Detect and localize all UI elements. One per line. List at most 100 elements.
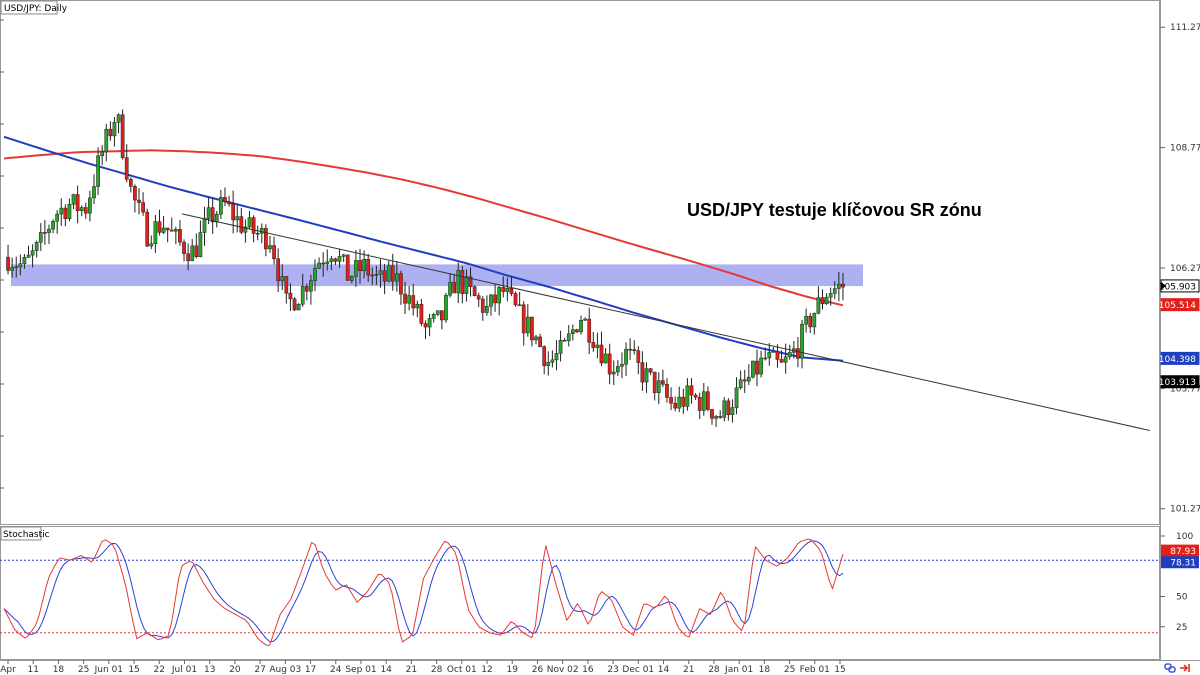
- arrow-right-icon[interactable]: [1180, 664, 1190, 672]
- candle-body: [796, 348, 800, 359]
- candle-body: [349, 276, 354, 281]
- candle-body: [534, 336, 538, 341]
- stochastic-axis-tick-label: 25: [1176, 623, 1187, 633]
- candle-body: [636, 350, 641, 363]
- candle-body: [611, 371, 616, 375]
- candle-body: [599, 344, 604, 364]
- indicator-label-box: [0, 526, 42, 541]
- candle-body: [480, 298, 485, 313]
- candle-body: [337, 256, 342, 262]
- candle-body: [247, 217, 252, 228]
- candle-body: [828, 293, 833, 298]
- candle-body: [255, 232, 260, 235]
- candle-body: [444, 294, 448, 321]
- price-axis-tick-label: 106.276: [1170, 264, 1200, 274]
- candle-body: [317, 262, 321, 269]
- candle-body: [51, 221, 55, 230]
- candle-body: [812, 312, 817, 328]
- candle-body: [452, 282, 456, 294]
- time-axis-tick-label: 25: [78, 665, 89, 675]
- candle-body: [440, 310, 444, 321]
- candle-body: [386, 265, 391, 282]
- candle-body: [309, 280, 313, 292]
- time-axis-tick-label: 14: [658, 665, 670, 675]
- time-axis-tick-label: 15: [834, 665, 845, 675]
- candle-body: [75, 194, 80, 212]
- link-icon[interactable]: [1164, 663, 1176, 673]
- candle-body: [362, 259, 366, 272]
- candle-body: [112, 122, 117, 137]
- candle-body: [685, 385, 690, 407]
- candle-body: [763, 357, 768, 360]
- candle-body: [652, 371, 657, 393]
- candle-body: [173, 229, 178, 232]
- candle-body: [96, 155, 100, 187]
- time-axis-tick-label: 21: [683, 665, 694, 675]
- candle-body: [341, 254, 346, 257]
- candle-body: [730, 407, 735, 416]
- candle-body: [161, 227, 166, 233]
- candle-body: [296, 303, 301, 311]
- candle-body: [345, 254, 350, 281]
- candle-body: [485, 306, 489, 313]
- candle-body: [133, 186, 137, 201]
- candle-body: [169, 229, 174, 232]
- candle-body: [435, 310, 440, 315]
- candle-body: [419, 303, 424, 324]
- candle-body: [227, 201, 231, 205]
- candle-body: [816, 297, 821, 314]
- candle-body: [43, 232, 47, 234]
- candle-body: [108, 128, 113, 137]
- candle-body: [411, 295, 416, 309]
- candle-body: [460, 270, 465, 294]
- candle-body: [726, 400, 731, 416]
- time-axis-tick-label: Sep 01: [345, 665, 376, 675]
- candle-body: [186, 253, 190, 262]
- candle-body: [591, 342, 596, 348]
- candle-body: [669, 397, 673, 404]
- candle-body: [640, 362, 645, 383]
- price-badge-label: 105.514: [1159, 301, 1196, 311]
- candle-body: [272, 245, 276, 260]
- candle-body: [513, 293, 518, 306]
- candle-body: [665, 384, 669, 398]
- price-axis-tick-label: 101.276: [1170, 505, 1200, 515]
- moving-average-red: [3, 149, 844, 307]
- candle-body: [661, 380, 665, 385]
- stochastic-badge-k: [1161, 544, 1199, 557]
- candle-body: [14, 266, 19, 269]
- candle-body: [575, 329, 579, 333]
- candle-body: [59, 207, 64, 215]
- candle-body: [194, 245, 199, 257]
- sr-zone: [11, 264, 863, 287]
- candle-body: [783, 356, 788, 363]
- descending-trendline: [181, 213, 1151, 432]
- candle-body: [521, 304, 526, 334]
- headline-annotation: USD/JPY testuje klíčovou SR zónu: [687, 200, 982, 220]
- candle-body: [214, 213, 219, 223]
- candle-body: [415, 303, 420, 309]
- price-badge-label: 105.903: [1159, 282, 1196, 292]
- time-axis-tick-label: Apr: [0, 665, 16, 675]
- candle-body: [505, 288, 510, 292]
- candle-body: [403, 293, 407, 304]
- time-axis-tick-label: 24: [330, 665, 342, 675]
- candle-body: [701, 391, 706, 411]
- price-badge-label: 103.913: [1159, 378, 1196, 388]
- candle-body: [63, 207, 68, 219]
- candle-body: [746, 376, 751, 382]
- candle-body: [223, 197, 227, 202]
- candle-body: [820, 297, 825, 305]
- candle-body: [6, 256, 10, 271]
- candle-body: [38, 232, 43, 243]
- candle-body: [321, 262, 326, 265]
- candle-body: [603, 353, 608, 364]
- candle-body: [562, 340, 567, 342]
- candle-body: [18, 263, 23, 268]
- candle-body: [120, 114, 125, 158]
- time-axis-tick-label: 13: [204, 665, 215, 675]
- price-pane-frame: [0, 0, 1160, 525]
- candle-body: [22, 257, 27, 264]
- candle-body: [632, 349, 637, 351]
